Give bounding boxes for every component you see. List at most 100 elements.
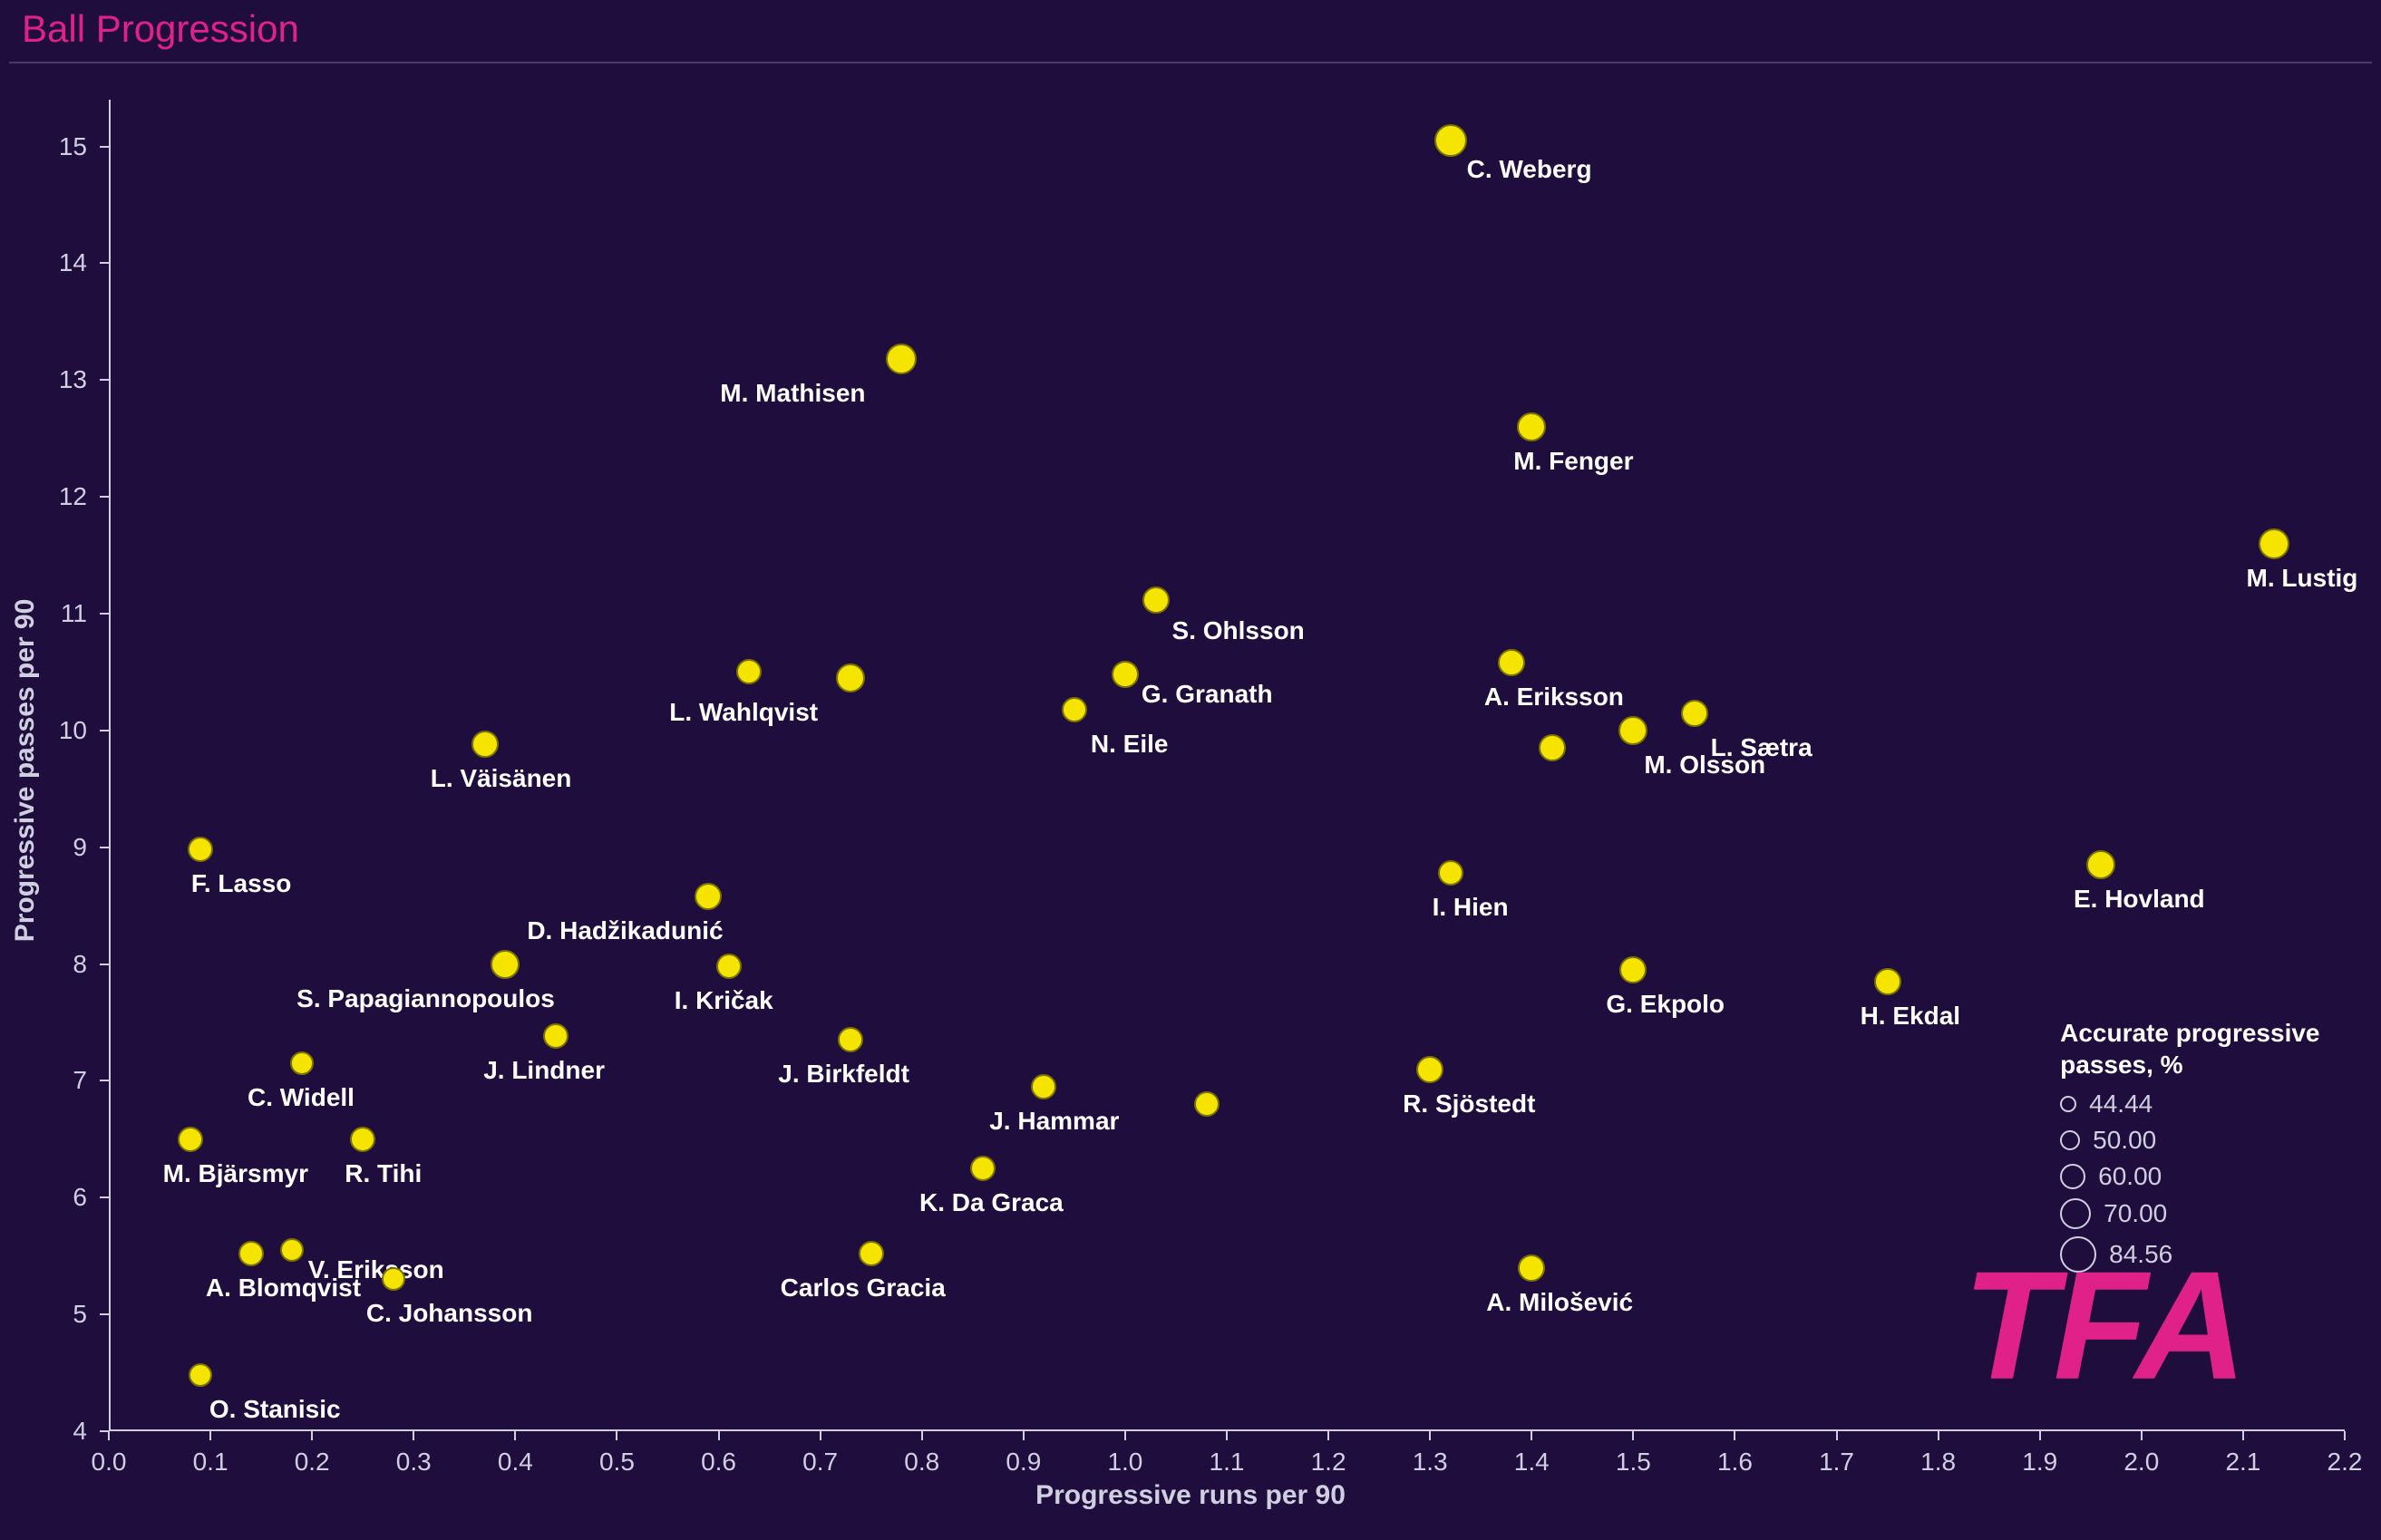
- y-tick: [100, 1430, 109, 1432]
- data-point[interactable]: [970, 1156, 996, 1181]
- y-tick-label: 4: [73, 1417, 87, 1446]
- data-point[interactable]: [695, 883, 722, 910]
- data-point-label: O. Stanisic: [209, 1395, 341, 1424]
- x-tick-label: 1.6: [1717, 1448, 1753, 1477]
- data-point[interactable]: [1434, 124, 1467, 157]
- data-point[interactable]: [838, 1027, 863, 1052]
- data-point[interactable]: [543, 1023, 569, 1049]
- legend-value: 50.00: [2093, 1126, 2156, 1155]
- x-tick: [108, 1431, 110, 1440]
- y-tick-label: 13: [59, 365, 87, 394]
- x-tick-label: 1.9: [2022, 1448, 2057, 1477]
- x-tick: [311, 1431, 313, 1440]
- x-tick: [2242, 1431, 2244, 1440]
- legend-dot: [2060, 1130, 2080, 1150]
- data-point[interactable]: [1619, 956, 1647, 983]
- x-tick-label: 1.4: [1514, 1448, 1550, 1477]
- data-point[interactable]: [1874, 968, 1901, 995]
- data-point-label: E. Hovland: [2074, 885, 2205, 914]
- data-point[interactable]: [736, 659, 762, 684]
- x-tick: [921, 1431, 923, 1440]
- y-tick: [100, 730, 109, 731]
- data-point[interactable]: [1031, 1074, 1056, 1099]
- data-point-label: C. Weberg: [1467, 155, 1592, 184]
- legend-value: 60.00: [2098, 1162, 2162, 1191]
- data-point[interactable]: [188, 837, 213, 862]
- x-tick: [1531, 1431, 1532, 1440]
- x-tick-label: 2.0: [2123, 1448, 2159, 1477]
- scatter-plot-area: 0.00.10.20.30.40.50.60.70.80.91.01.11.21…: [109, 100, 2345, 1431]
- x-tick-label: 2.2: [2328, 1448, 2363, 1477]
- y-tick: [100, 379, 109, 381]
- y-axis-line: [109, 100, 111, 1431]
- legend-title: Accurate progressive passes, %: [2060, 1017, 2319, 1080]
- legend-dot: [2060, 1164, 2085, 1189]
- data-point[interactable]: [491, 950, 520, 979]
- data-point[interactable]: [1618, 716, 1647, 745]
- data-point-label: G. Ekpolo: [1606, 990, 1725, 1019]
- data-point[interactable]: [859, 1241, 884, 1266]
- data-point[interactable]: [280, 1238, 304, 1262]
- data-point[interactable]: [1498, 649, 1525, 676]
- data-point-label: A. Eriksson: [1484, 683, 1624, 712]
- x-tick-label: 1.1: [1210, 1448, 1245, 1477]
- data-point-label: A. Blomqvist: [206, 1274, 361, 1303]
- data-point[interactable]: [886, 344, 917, 374]
- y-axis-label: Progressive passes per 90: [10, 598, 41, 942]
- data-point-label: C. Johansson: [366, 1299, 533, 1328]
- y-tick-label: 11: [61, 599, 87, 628]
- data-point[interactable]: [189, 1363, 212, 1387]
- data-point[interactable]: [1518, 1254, 1545, 1282]
- data-point[interactable]: [836, 663, 865, 693]
- legend-row: 60.00: [2060, 1162, 2319, 1191]
- y-tick: [100, 262, 109, 264]
- y-tick: [100, 1080, 109, 1081]
- x-tick: [413, 1431, 414, 1440]
- data-point-label: K. Da Graca: [919, 1188, 1064, 1217]
- data-point[interactable]: [238, 1241, 264, 1266]
- data-point[interactable]: [1416, 1056, 1443, 1083]
- data-point-label: A. Milošević: [1486, 1288, 1633, 1317]
- data-point-label: M. Bjärsmyr: [163, 1159, 308, 1188]
- x-tick-label: 1.5: [1616, 1448, 1651, 1477]
- data-point[interactable]: [1681, 700, 1708, 727]
- data-point[interactable]: [1438, 860, 1463, 886]
- y-tick: [100, 146, 109, 148]
- data-point[interactable]: [2259, 528, 2289, 559]
- data-point[interactable]: [1194, 1091, 1220, 1117]
- data-point-label: Carlos Gracia: [781, 1274, 946, 1303]
- x-tick-label: 1.8: [1920, 1448, 1956, 1477]
- x-tick: [514, 1431, 516, 1440]
- data-point[interactable]: [1539, 734, 1566, 761]
- data-point[interactable]: [382, 1267, 405, 1291]
- x-tick-label: 1.7: [1819, 1448, 1854, 1477]
- data-point[interactable]: [1142, 586, 1170, 614]
- data-point[interactable]: [1112, 661, 1139, 688]
- x-tick: [1836, 1431, 1838, 1440]
- data-point[interactable]: [471, 731, 499, 758]
- data-point[interactable]: [1517, 412, 1546, 441]
- x-tick-label: 0.1: [193, 1448, 228, 1477]
- y-tick-label: 7: [73, 1066, 87, 1095]
- legend-row: 44.44: [2060, 1090, 2319, 1119]
- data-point[interactable]: [716, 954, 742, 979]
- x-tick: [1734, 1431, 1735, 1440]
- y-tick: [100, 1313, 109, 1315]
- data-point[interactable]: [1062, 697, 1087, 722]
- data-point[interactable]: [178, 1127, 203, 1152]
- x-tick-label: 0.2: [295, 1448, 330, 1477]
- x-tick: [1632, 1431, 1634, 1440]
- y-tick-label: 14: [59, 248, 87, 277]
- data-point-label: L. Wahlqvist: [669, 698, 818, 727]
- x-tick: [616, 1431, 617, 1440]
- x-tick: [1938, 1431, 1939, 1440]
- data-point[interactable]: [290, 1051, 314, 1075]
- data-point-label: F. Lasso: [191, 869, 291, 898]
- data-point[interactable]: [2086, 850, 2115, 879]
- legend-row: 50.00: [2060, 1126, 2319, 1155]
- y-tick: [100, 1196, 109, 1198]
- data-point-label: J. Hammar: [989, 1107, 1119, 1136]
- x-tick-label: 0.0: [92, 1448, 127, 1477]
- plot-inner: 0.00.10.20.30.40.50.60.70.80.91.01.11.21…: [109, 100, 2345, 1431]
- data-point[interactable]: [350, 1127, 375, 1152]
